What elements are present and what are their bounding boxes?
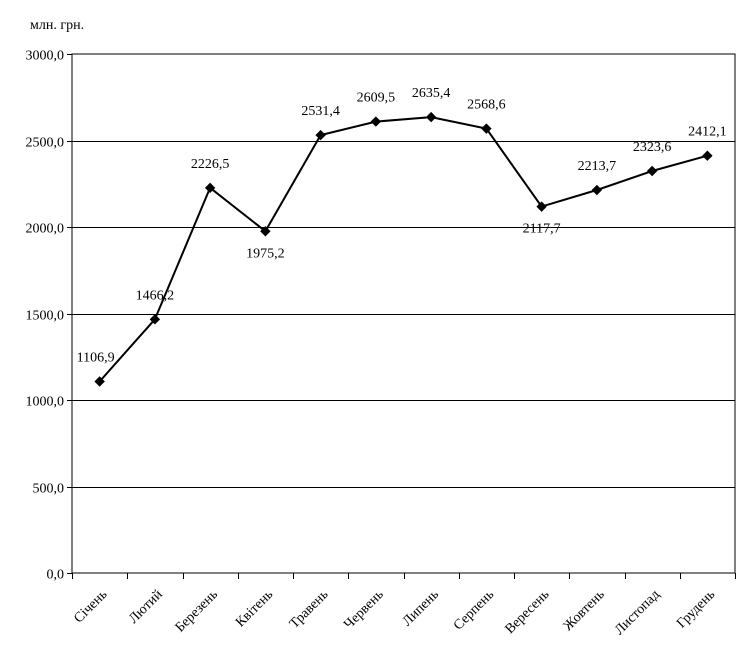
data-label: 1466,2 [136,288,175,303]
data-labels: 1106,9 1466,2 2226,5 1975,2 2531,4 2609,5 2635… [77,86,727,365]
x-tick-label: Липень [400,587,442,629]
data-label: 2635,4 [412,86,451,101]
x-tick-label: Травень [287,587,331,631]
data-label: 1975,2 [246,246,285,261]
markers [94,111,713,387]
data-label: 2412,1 [688,125,727,140]
x-tick-label: Квітень [233,587,276,630]
x-tick-label: Лютий [126,587,166,627]
data-point [204,182,216,194]
y-tick-label: 500,0 [33,482,65,497]
x-tick-label: Серпень [451,587,497,633]
x-tick-label: Червень [341,587,386,632]
y-tick-label: 1500,0 [26,309,65,324]
x-tick-label: Вересень [503,587,553,637]
y-unit-label: млн. грн. [30,18,84,33]
data-label: 2323,6 [633,140,672,155]
data-point [702,150,713,161]
data-point [315,129,326,141]
data-label: 2117,7 [523,222,561,237]
data-point [370,116,382,127]
x-tick-label: Листопад [612,587,663,638]
plot-area-frame [71,53,736,574]
data-point [149,314,161,325]
y-tick-label: 3000,0 [26,49,65,64]
data-point [481,123,492,134]
data-label: 1106,9 [77,351,115,366]
series-layer [98,116,708,383]
y-tick-labels: 0,0 500,0 1000,0 1500,0 2000,0 2500,0 3000,0 [26,49,65,583]
y-tick-label: 2500,0 [26,136,65,151]
data-point [425,111,437,123]
x-tick-label: Січень [71,587,110,626]
data-label: 2609,5 [357,91,396,106]
x-tick-label: Березень [173,587,221,635]
axes [67,53,736,579]
y-tick-label: 1000,0 [26,395,65,410]
data-point [536,201,547,212]
y-tick-label: 0,0 [47,568,65,583]
x-tick-label: Жовтень [561,587,608,634]
data-label: 2213,7 [578,159,617,174]
y-tick-label: 2000,0 [26,222,65,237]
data-point [94,376,105,387]
gridlines [72,141,735,488]
data-label: 2226,5 [191,157,230,172]
data-label: 2531,4 [301,104,340,119]
data-point [646,165,658,177]
data-point [591,184,603,196]
x-tick-labels: Січень Лютий Березень Квітень Травень Червень… [71,587,718,638]
data-label: 2568,6 [467,98,506,113]
series-line [98,116,708,383]
data-point [260,226,271,237]
x-tick-label: Грудень [674,587,718,631]
